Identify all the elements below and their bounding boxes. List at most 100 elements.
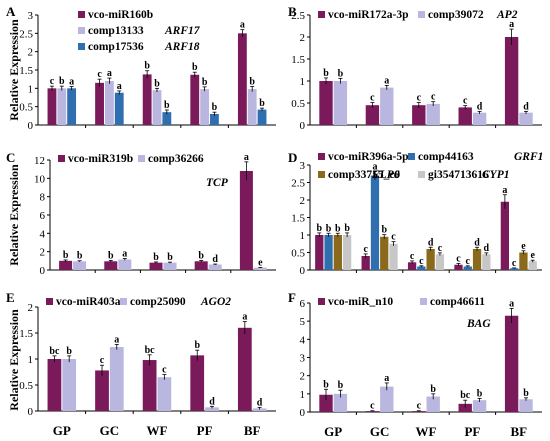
significance-letter: c [463, 96, 468, 107]
bar-d-s2-pf [472, 249, 482, 270]
bar-e-s0-wf [142, 360, 157, 411]
legend-swatch [318, 11, 325, 18]
bar-c-s1-bf [253, 267, 267, 270]
y-tick-label: 1 [300, 389, 306, 401]
bar-a-s2-gp [67, 88, 77, 125]
significance-letter: c [512, 258, 517, 269]
gene-label: AP2 [496, 9, 518, 21]
legend-swatch [120, 298, 127, 305]
y-tick-label: 5 [300, 316, 306, 328]
y-tick-label: 4 [300, 334, 306, 346]
legend-swatch [318, 298, 325, 305]
significance-letter: b [326, 223, 332, 234]
legend-swatch [420, 298, 427, 305]
significance-letter: c [162, 365, 167, 376]
legend-label: vco-miR403a [56, 296, 121, 308]
legend-label: vco-miR160b [88, 9, 153, 21]
bar-a-s2-wf [162, 112, 172, 125]
bar-c-s0-bf [239, 171, 253, 270]
significance-letter: c [438, 243, 443, 254]
y-tick-label: 2 [28, 47, 34, 59]
significance-letter: b [164, 100, 170, 111]
bar-d-s0-pf [454, 264, 463, 270]
bar-a-s0-wf [142, 74, 152, 125]
significance-letter: b [198, 250, 204, 261]
significance-letter: b [144, 61, 150, 72]
significance-letter: c [456, 253, 461, 264]
bar-d-s1-wf [417, 266, 426, 270]
legend-swatch [138, 155, 145, 162]
gene-label: AGO2 [200, 296, 231, 308]
significance-letter: b [108, 250, 114, 261]
bar-b-s0-wf [412, 105, 426, 125]
y-tick-label: 0.5 [291, 248, 305, 260]
significance-letter: a [509, 298, 514, 309]
significance-letter: a [509, 19, 514, 30]
significance-letter: c [431, 92, 436, 103]
significance-letter: b [192, 62, 198, 73]
significance-letter: a [502, 185, 507, 196]
significance-letter: b [66, 346, 72, 357]
significance-letter: e [258, 257, 263, 268]
legend-label: gi354713616 [428, 169, 489, 181]
significance-letter: c [417, 93, 422, 104]
bar-d-s1-gp [324, 235, 333, 270]
x-category-label: GC [100, 423, 120, 438]
y-tick-label: 1 [300, 230, 306, 242]
significance-letter: a [244, 152, 249, 163]
significance-letter: b [212, 102, 218, 113]
bar-e-s1-bf [252, 408, 267, 411]
y-tick-label: 10 [34, 173, 46, 185]
significance-letter: b [430, 384, 436, 395]
significance-letter: b [381, 225, 387, 236]
y-tick-label: 0 [40, 265, 46, 277]
significance-letter: bc [145, 345, 156, 356]
significance-letter: d [474, 237, 480, 248]
legend-label: vco-miR_n10 [328, 296, 393, 308]
legend-swatch [408, 153, 415, 160]
bar-b-s1-pf [472, 112, 487, 125]
bar-f-s1-gp [333, 393, 348, 412]
bar-f-s0-wf [412, 411, 426, 412]
panel-letter: D [288, 150, 297, 165]
legend-label: comp36266 [148, 153, 204, 165]
bar-a-s0-bf [237, 33, 247, 126]
legend-swatch [318, 153, 325, 160]
bar-f-s0-bf [504, 315, 519, 412]
legend-label: comp25090 [130, 296, 186, 308]
legend-label: comp33755_c0 [328, 169, 400, 181]
x-category-label: BF [244, 423, 261, 438]
bar-c-s1-gc [118, 259, 132, 270]
significance-letter: b [477, 388, 483, 399]
legend-label: comp46611 [430, 296, 485, 308]
bar-e-s1-wf [157, 377, 172, 411]
legend-label: comp44163 [418, 151, 474, 163]
bar-c-s1-wf [163, 262, 177, 270]
significance-letter: a [122, 249, 127, 260]
bar-b-s1-gp [333, 81, 348, 125]
bar-d-s0-gc [361, 256, 370, 270]
x-category-label: WF [416, 424, 437, 439]
legend-swatch [418, 171, 425, 178]
significance-letter: c [419, 256, 424, 267]
panel-letter: B [288, 4, 297, 19]
significance-letter: bc [49, 346, 60, 357]
x-category-label: PF [464, 424, 480, 439]
bar-f-s1-bf [519, 399, 533, 412]
significance-letter: c [391, 232, 396, 243]
bar-d-s3-gp [342, 235, 352, 270]
legend-label: vco-miR319b [68, 153, 133, 165]
significance-letter: bc [460, 390, 471, 401]
significance-letter: a [372, 161, 377, 172]
y-tick-label: 8 [40, 192, 46, 204]
y-tick-label: 1 [300, 76, 306, 88]
significance-letter: b [323, 68, 329, 79]
bar-e-s0-gc [95, 370, 109, 411]
bar-d-s3-pf [482, 254, 491, 270]
bar-d-s0-wf [407, 262, 417, 270]
y-tick-label: 4 [40, 228, 46, 240]
